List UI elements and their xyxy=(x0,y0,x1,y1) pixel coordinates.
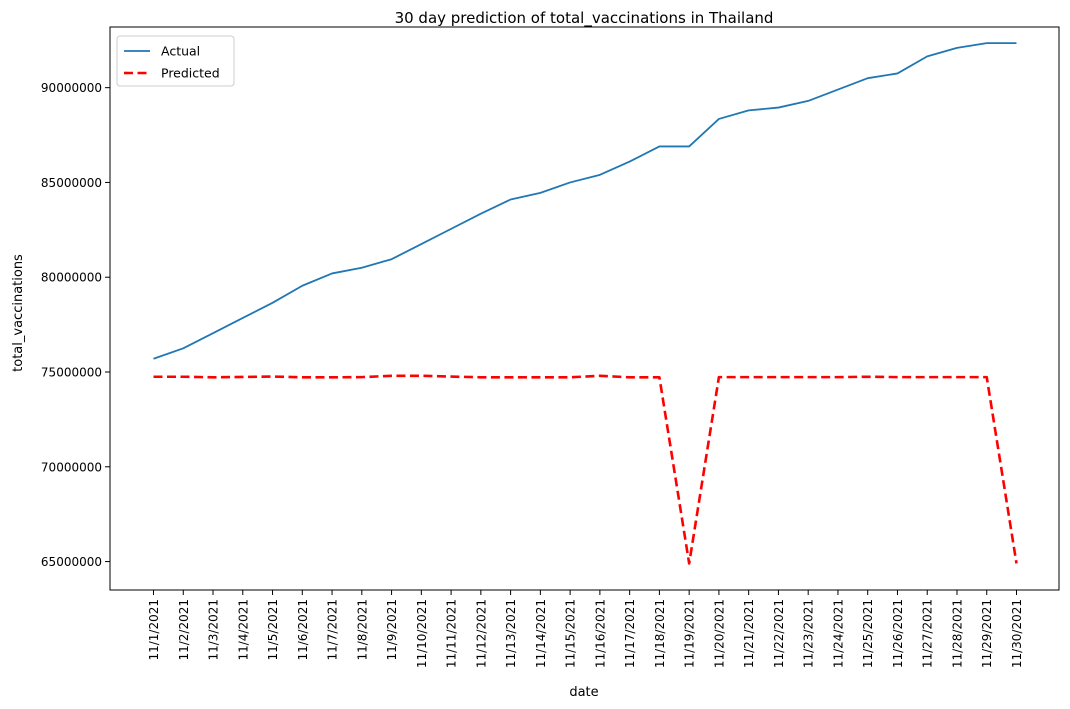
x-tick-label: 11/8/2021 xyxy=(355,599,369,661)
x-tick-label: 11/15/2021 xyxy=(564,599,578,668)
x-tick-label: 11/18/2021 xyxy=(653,599,667,668)
x-tick-label: 11/5/2021 xyxy=(266,599,280,661)
legend-label-predicted: Predicted xyxy=(161,66,220,81)
x-tick-label: 11/19/2021 xyxy=(683,599,697,668)
y-tick-label: 65000000 xyxy=(41,555,102,569)
series-line-actual xyxy=(153,42,1017,360)
x-tick-label: 11/22/2021 xyxy=(772,599,786,668)
x-tick-label: 11/25/2021 xyxy=(861,599,875,668)
x-axis: 11/1/2021 11/2/2021 11/3/2021 11/4/2021 11/5… xyxy=(147,590,1024,668)
y-tick-label: 70000000 xyxy=(41,460,102,474)
x-tick-label: 11/17/2021 xyxy=(623,599,637,668)
y-axis: 65000000 70000000 75000000 80000000 85000000… xyxy=(41,81,110,569)
y-tick-label: 85000000 xyxy=(41,176,102,190)
x-tick-label: 11/26/2021 xyxy=(891,599,905,668)
x-tick-label: 11/1/2021 xyxy=(147,599,161,661)
y-axis-label: total_vaccinations xyxy=(11,254,26,372)
legend-label-actual: Actual xyxy=(161,44,200,59)
x-tick-label: 11/10/2021 xyxy=(415,599,429,668)
y-tick-label: 75000000 xyxy=(41,366,102,380)
x-tick-label: 11/4/2021 xyxy=(236,599,250,661)
x-tick-label: 11/13/2021 xyxy=(504,599,518,668)
plot-frame xyxy=(109,26,1060,591)
x-tick-label: 11/30/2021 xyxy=(1010,599,1024,668)
x-tick-label: 11/7/2021 xyxy=(326,599,340,661)
series-line-predicted xyxy=(153,374,1018,565)
x-tick-label: 11/24/2021 xyxy=(831,599,845,668)
x-tick-label: 11/28/2021 xyxy=(950,599,964,668)
y-tick-label: 90000000 xyxy=(41,81,102,95)
x-tick-label: 11/12/2021 xyxy=(474,599,488,668)
y-tick-label: 80000000 xyxy=(41,271,102,285)
x-tick-label: 11/6/2021 xyxy=(296,599,310,661)
x-tick-label: 11/20/2021 xyxy=(712,599,726,668)
x-tick-label: 11/11/2021 xyxy=(445,599,459,668)
x-tick-label: 11/27/2021 xyxy=(921,599,935,668)
x-tick-label: 11/16/2021 xyxy=(593,599,607,668)
x-axis-label: date xyxy=(569,685,598,700)
x-tick-label: 11/3/2021 xyxy=(207,599,221,661)
x-tick-label: 11/23/2021 xyxy=(802,599,816,668)
x-tick-label: 11/14/2021 xyxy=(534,599,548,668)
x-tick-label: 11/21/2021 xyxy=(742,599,756,668)
x-tick-label: 11/29/2021 xyxy=(980,599,994,668)
chart-title: 30 day prediction of total_vaccinations … xyxy=(395,9,774,28)
x-tick-label: 11/2/2021 xyxy=(177,599,191,661)
x-tick-label: 11/9/2021 xyxy=(385,599,399,661)
legend: Actual Predicted xyxy=(116,35,235,87)
